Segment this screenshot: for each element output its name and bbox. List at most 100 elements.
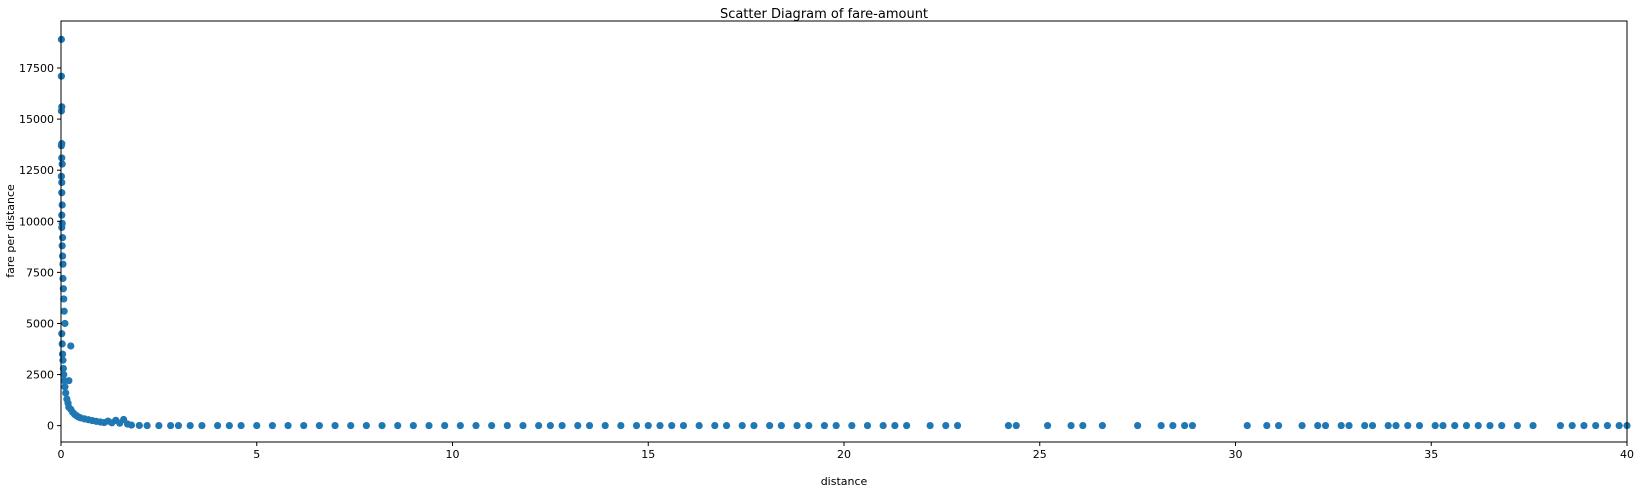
y-tick-label: 17500 bbox=[19, 62, 54, 75]
data-point bbox=[1404, 421, 1412, 430]
y-tick-label: 5000 bbox=[26, 317, 54, 330]
data-point bbox=[1556, 421, 1565, 430]
data-point bbox=[1243, 421, 1251, 430]
data-point bbox=[59, 364, 67, 373]
data-point bbox=[58, 178, 66, 187]
data-point bbox=[167, 421, 175, 430]
x-tick-label: 35 bbox=[1424, 448, 1438, 461]
y-tick-label: 15000 bbox=[19, 113, 54, 126]
data-point bbox=[1431, 421, 1439, 430]
data-point bbox=[903, 421, 911, 430]
data-point bbox=[1368, 421, 1377, 430]
data-point bbox=[1067, 421, 1075, 430]
data-point bbox=[58, 189, 66, 197]
data-point bbox=[601, 421, 609, 430]
plot-area-frame bbox=[60, 20, 1628, 443]
data-point bbox=[1337, 421, 1345, 430]
data-point bbox=[585, 421, 594, 430]
x-axis-ticks: 0 5 10 15 20 25 30 35 40 bbox=[58, 442, 1634, 461]
data-point bbox=[503, 421, 511, 430]
data-point bbox=[617, 421, 625, 430]
data-point bbox=[1188, 421, 1197, 430]
data-point bbox=[58, 160, 66, 168]
data-point bbox=[953, 421, 962, 430]
data-point bbox=[59, 285, 67, 293]
data-point bbox=[198, 421, 206, 430]
data-point bbox=[58, 242, 66, 250]
data-point bbox=[574, 421, 582, 430]
data-point bbox=[1615, 421, 1623, 430]
data-point bbox=[347, 421, 355, 430]
data-point bbox=[174, 421, 183, 430]
data-point bbox=[1274, 421, 1283, 430]
data-point bbox=[1392, 421, 1400, 430]
data-point bbox=[253, 421, 261, 430]
data-point bbox=[695, 421, 703, 430]
y-tick-label: 7500 bbox=[26, 266, 54, 279]
data-point bbox=[1384, 421, 1392, 430]
data-point bbox=[362, 421, 370, 430]
data-point bbox=[58, 350, 67, 358]
data-point bbox=[656, 421, 664, 430]
data-point bbox=[59, 260, 67, 268]
data-point bbox=[1451, 421, 1459, 430]
data-point bbox=[1462, 421, 1471, 430]
data-point bbox=[738, 421, 746, 430]
data-point bbox=[1043, 421, 1052, 430]
x-tick-label: 5 bbox=[253, 448, 260, 461]
data-point bbox=[1181, 421, 1189, 430]
data-point bbox=[1361, 421, 1369, 430]
data-point bbox=[143, 421, 151, 430]
data-point bbox=[58, 330, 66, 338]
data-point bbox=[60, 370, 68, 379]
data-point bbox=[186, 421, 194, 430]
data-point bbox=[378, 421, 386, 430]
data-point bbox=[891, 421, 899, 430]
data-point bbox=[127, 421, 136, 429]
data-point bbox=[1415, 421, 1424, 430]
data-point bbox=[60, 295, 68, 303]
data-point bbox=[58, 234, 67, 242]
data-point bbox=[848, 421, 856, 430]
data-point bbox=[59, 274, 67, 283]
data-point bbox=[472, 421, 480, 430]
data-point bbox=[1079, 421, 1087, 430]
data-point bbox=[793, 421, 801, 430]
data-point bbox=[61, 383, 69, 391]
data-point bbox=[1498, 421, 1506, 430]
data-point bbox=[1098, 421, 1106, 430]
data-point bbox=[60, 307, 68, 315]
y-axis-ticks: 0 2500 5000 7500 10000 12500 15000 17500 bbox=[19, 62, 61, 433]
data-point bbox=[546, 421, 554, 430]
data-point bbox=[750, 421, 758, 430]
data-point bbox=[805, 421, 813, 430]
data-point bbox=[1004, 421, 1013, 430]
x-tick-label: 20 bbox=[837, 448, 851, 461]
x-tick-label: 0 bbox=[58, 448, 65, 461]
data-point bbox=[58, 252, 67, 260]
data-point bbox=[155, 421, 163, 430]
data-point bbox=[58, 201, 66, 209]
data-point bbox=[1529, 421, 1537, 430]
data-point bbox=[1298, 421, 1306, 430]
data-point bbox=[926, 421, 934, 430]
data-point bbox=[300, 421, 308, 430]
data-point bbox=[1321, 421, 1330, 430]
data-point bbox=[535, 421, 543, 430]
x-tick-label: 25 bbox=[1033, 448, 1047, 461]
data-point bbox=[558, 421, 566, 430]
data-point bbox=[214, 421, 222, 430]
data-point bbox=[315, 421, 323, 430]
data-point bbox=[61, 319, 69, 328]
y-tick-label: 0 bbox=[47, 420, 54, 433]
data-point bbox=[58, 211, 66, 219]
data-point bbox=[668, 421, 676, 430]
data-point bbox=[1012, 421, 1020, 430]
data-point bbox=[1474, 421, 1482, 430]
data-point bbox=[1439, 421, 1447, 430]
data-point bbox=[58, 340, 66, 348]
y-tick-label: 10000 bbox=[19, 215, 54, 228]
data-point bbox=[394, 421, 402, 430]
data-point bbox=[1169, 421, 1177, 430]
data-point bbox=[644, 421, 652, 430]
